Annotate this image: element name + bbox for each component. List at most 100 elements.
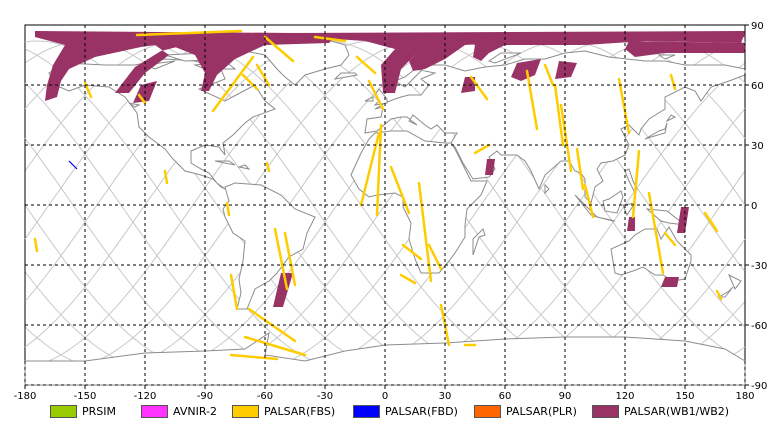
coastline (222, 182, 316, 310)
legend-label: PALSAR(FBS) (264, 404, 336, 418)
legend-item-prsim: PRSIM (50, 404, 116, 418)
fbs-swath (617, 77, 631, 135)
x-tick-label: -90 (197, 391, 213, 400)
legend-item-avnir2: AVNIR-2 (141, 404, 217, 418)
fbs-swath (575, 147, 585, 191)
fbs-swath (525, 69, 539, 131)
fbs-swath (543, 63, 555, 87)
fbs-swath (715, 289, 723, 301)
fbs-swath (265, 161, 271, 173)
wb-swath (627, 217, 635, 231)
fbs-swath (559, 103, 573, 173)
x-tick-label: 60 (499, 391, 512, 400)
fbs-swath (229, 273, 239, 311)
y-tick-label: 0 (751, 201, 757, 212)
wb-swath (285, 31, 745, 93)
fbs-swath (473, 143, 491, 155)
x-tick-label: 120 (615, 391, 634, 400)
wb-swath (273, 273, 293, 307)
fbs-swath (313, 35, 347, 43)
wb-swath (511, 59, 541, 81)
wb-swath (445, 33, 745, 61)
fbs-swath (469, 75, 489, 101)
coastline (237, 164, 251, 170)
fbs-swath (583, 183, 595, 219)
coastline (644, 122, 668, 140)
legend-swatch (592, 404, 619, 418)
legend-swatch (141, 404, 168, 418)
fbs-swath (273, 227, 289, 291)
coastline (364, 50, 746, 204)
x-tick-label: 30 (439, 391, 452, 400)
coastline (665, 114, 677, 123)
acquisition-strips (33, 29, 745, 361)
wb-swath (661, 277, 679, 287)
fbs-swath (553, 83, 565, 147)
y-tick-label: -60 (751, 321, 767, 332)
coastline (657, 54, 676, 60)
coastline (624, 168, 638, 195)
legend-swatch (353, 404, 380, 418)
fbs-swath (241, 73, 259, 91)
coastline (128, 102, 141, 108)
coastline (602, 190, 624, 214)
y-tick-label: -30 (751, 261, 767, 272)
legend-label: PRSIM (82, 404, 116, 418)
x-tick-label: 0 (382, 391, 388, 400)
legend-swatch (232, 404, 259, 418)
wb-swath (677, 207, 689, 233)
legend-label: AVNIR-2 (173, 404, 217, 418)
coastline (472, 228, 486, 256)
coastline (333, 72, 359, 80)
fbs-swath (33, 237, 39, 253)
x-tick-label: -180 (14, 391, 37, 400)
fbs-swath (663, 231, 677, 247)
coastline (728, 273, 742, 290)
wb-swath (555, 61, 577, 79)
wb-swath (485, 159, 495, 175)
fbd-swath (68, 160, 78, 170)
coastline (544, 183, 550, 195)
x-tick-label: 90 (559, 391, 572, 400)
legend-swatch (474, 404, 501, 418)
fbs-swath (399, 273, 417, 285)
x-tick-label: -150 (74, 391, 97, 400)
fbs-swath (255, 63, 271, 87)
fbs-swath (229, 353, 279, 361)
coverage-map: -180 -150 -120 -90 -60 -30 0 30 60 90 120 150 180 90 6… (14, 21, 768, 400)
legend-label: PALSAR(PLR) (506, 404, 577, 418)
y-tick-label: 90 (751, 21, 764, 32)
fbs-swath (367, 79, 385, 111)
axis-ticks: -180 -150 -120 -90 -60 -30 0 30 60 90 120 150 180 90 6… (14, 21, 768, 400)
fbs-swath (243, 335, 307, 357)
fbs-swath (647, 191, 665, 275)
fbs-swath (283, 231, 297, 287)
coastline (645, 208, 687, 226)
y-tick-label: -90 (751, 381, 767, 392)
coastline (622, 202, 637, 217)
legend-label: PALSAR(WB1/WB2) (624, 404, 730, 418)
coastline (48, 58, 277, 190)
fbs-swath (135, 29, 243, 37)
legend-swatch (50, 404, 77, 418)
coastline (364, 96, 374, 102)
x-tick-label: -30 (317, 391, 333, 400)
legend-label: PALSAR(FBD) (385, 404, 458, 418)
legend-item-palsar-fbs: PALSAR(FBS) (232, 404, 335, 418)
coastline (596, 216, 616, 222)
y-tick-label: 30 (751, 141, 764, 152)
fbs-swath (225, 201, 231, 217)
legend-item-palsar-plr: PALSAR(PLR) (474, 404, 577, 418)
fbs-swath (703, 211, 719, 233)
fbs-swath (355, 55, 377, 75)
x-tick-label: -120 (134, 391, 157, 400)
fbs-swath (669, 73, 677, 91)
fbs-swath (401, 243, 423, 261)
fbs-swath (263, 35, 295, 63)
fbs-swath (375, 123, 383, 217)
x-tick-label: 180 (735, 391, 754, 400)
wb-swath (35, 31, 305, 101)
x-tick-label: -60 (257, 391, 273, 400)
fbs-swath (631, 149, 641, 219)
legend-item-palsar-wb: PALSAR(WB1/WB2) (592, 404, 729, 418)
